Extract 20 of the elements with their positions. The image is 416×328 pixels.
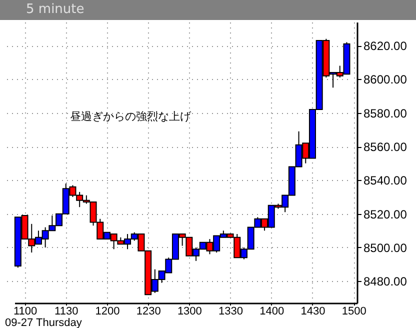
x-tick-label: 1200 <box>95 306 120 318</box>
y-tick-label: 8520.00 <box>364 207 408 222</box>
y-tick-label: 8600.00 <box>364 72 408 87</box>
annotation: 昼過ぎからの強烈な上げ <box>70 110 192 123</box>
x-tick-label: 1430 <box>300 306 326 318</box>
x-tick-label: 1100 <box>13 306 38 318</box>
y-tick-label: 8620.00 <box>364 39 408 54</box>
y-tick-label: 8560.00 <box>364 140 408 154</box>
y-tick-label: 8580.00 <box>364 106 408 120</box>
chart-title: 5 minute <box>0 0 416 20</box>
x-tick-label: 1500 <box>342 306 366 318</box>
y-tick-label: 8540.00 <box>364 174 408 188</box>
text: 09-27 Thursday <box>5 317 82 328</box>
y-tick-label: 8480.00 <box>364 274 408 289</box>
y-tick-label: 8500.00 <box>364 240 408 255</box>
x-tick-label: 1400 <box>260 306 284 318</box>
x-tick-label: 1230 <box>136 306 161 318</box>
x-tick-label: 1330 <box>218 306 244 318</box>
x-tick-label: 1130 <box>54 306 78 318</box>
x-tick-label: 1300 <box>177 306 202 318</box>
